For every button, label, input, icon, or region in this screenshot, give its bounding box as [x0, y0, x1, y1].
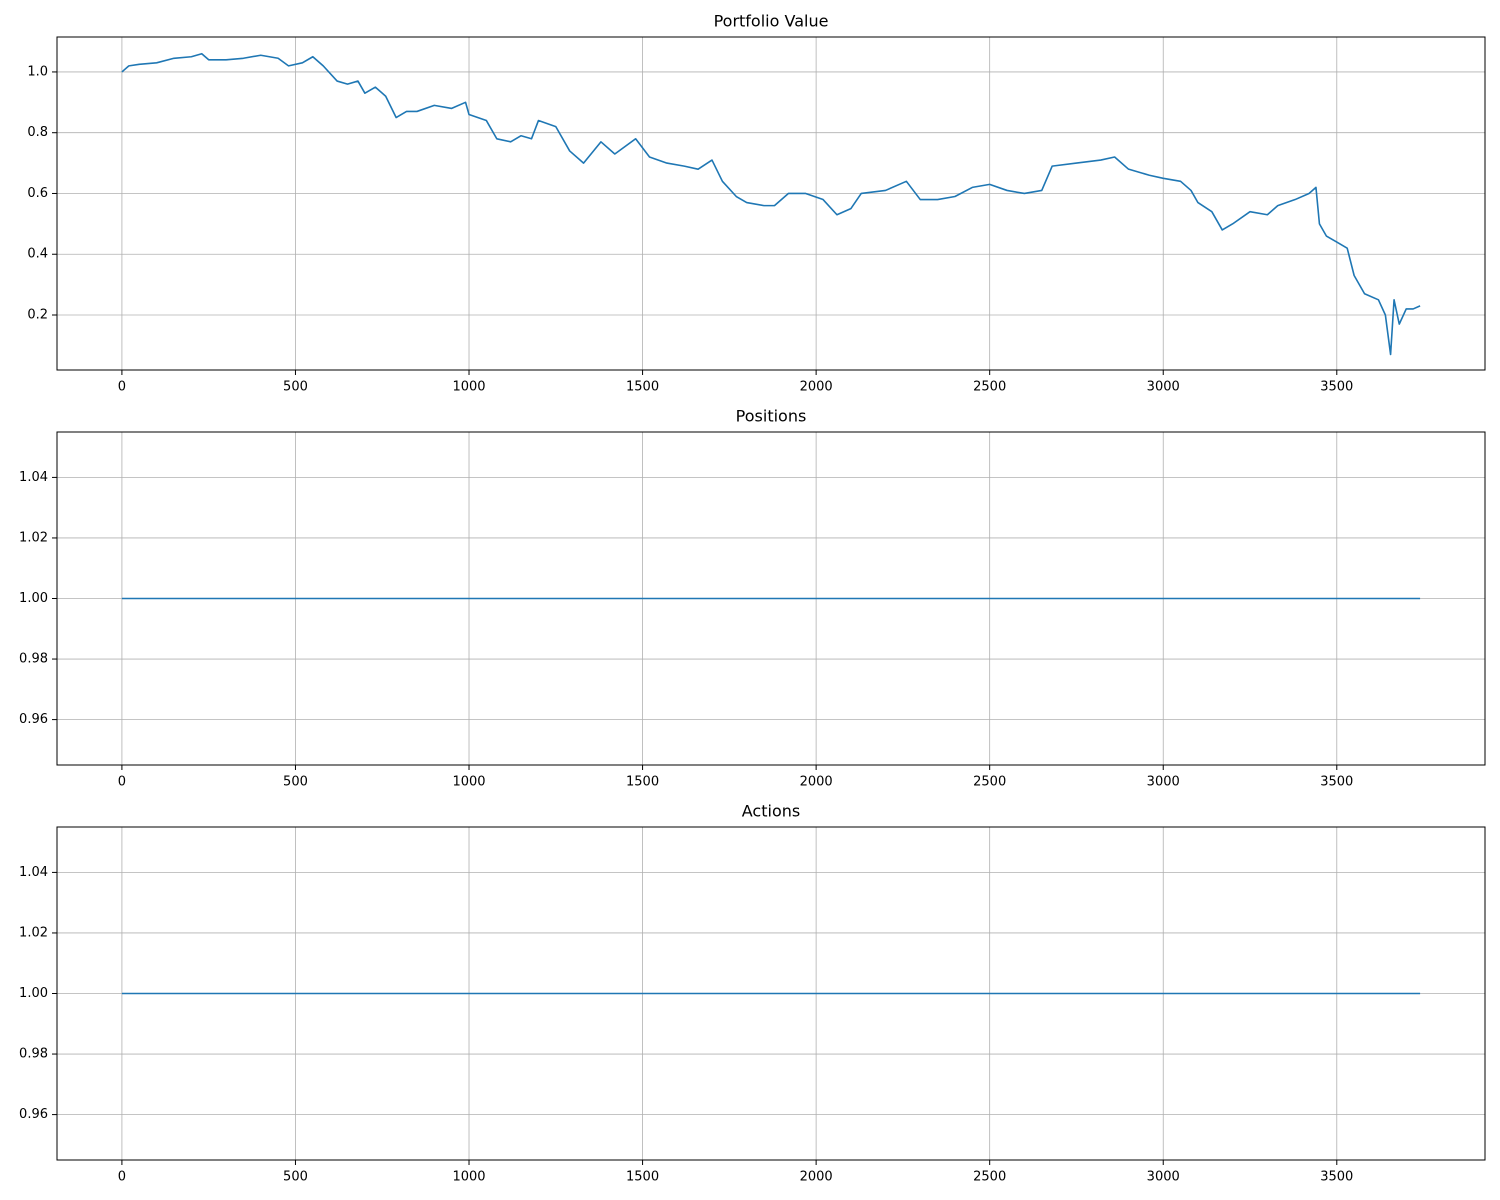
- y-tick-label: 1.00: [19, 986, 48, 1001]
- x-tick-label: 3000: [1147, 380, 1180, 395]
- x-tick-label: 0: [118, 1170, 126, 1185]
- y-tick-label: 1.02: [19, 925, 48, 940]
- chart-title: Positions: [736, 407, 807, 426]
- x-tick-label: 0: [118, 380, 126, 395]
- x-tick-label: 3500: [1320, 1170, 1353, 1185]
- y-tick-label: 1.02: [19, 530, 48, 545]
- y-tick-label: 1.0: [27, 64, 48, 79]
- y-tick-label: 1.00: [19, 591, 48, 606]
- data-line: [121, 52, 1421, 356]
- x-tick-label: 1500: [626, 775, 659, 790]
- axes-frame: [56, 431, 1486, 766]
- chart-title: Actions: [742, 802, 800, 821]
- x-tick-label: 3000: [1147, 1170, 1180, 1185]
- x-tick-label: 0: [118, 775, 126, 790]
- y-tick-label: 0.98: [19, 652, 48, 667]
- x-tick-label: 1000: [452, 775, 485, 790]
- x-tick-label: 2500: [973, 380, 1006, 395]
- y-tick-label: 0.98: [19, 1047, 48, 1062]
- x-tick-label: 2000: [800, 380, 833, 395]
- x-tick-label: 500: [283, 380, 308, 395]
- y-tick-label: 0.6: [27, 186, 48, 201]
- chart-title: Portfolio Value: [714, 12, 829, 31]
- y-tick-label: 0.96: [19, 1107, 48, 1122]
- y-tick-label: 0.4: [27, 247, 48, 262]
- x-tick-label: 3500: [1320, 775, 1353, 790]
- x-tick-label: 2500: [973, 775, 1006, 790]
- x-tick-label: 500: [283, 775, 308, 790]
- axes-frame: [56, 36, 1486, 371]
- y-tick-label: 1.04: [19, 865, 48, 880]
- x-tick-label: 1000: [452, 380, 485, 395]
- axes-frame: [56, 826, 1486, 1161]
- x-tick-label: 2000: [800, 1170, 833, 1185]
- x-tick-label: 1000: [452, 1170, 485, 1185]
- x-tick-label: 3000: [1147, 775, 1180, 790]
- y-tick-label: 0.8: [27, 125, 48, 140]
- x-tick-label: 2500: [973, 1170, 1006, 1185]
- x-tick-label: 500: [283, 1170, 308, 1185]
- x-tick-label: 1500: [626, 1170, 659, 1185]
- y-tick-label: 0.96: [19, 712, 48, 727]
- x-tick-label: 2000: [800, 775, 833, 790]
- y-tick-label: 1.04: [19, 470, 48, 485]
- x-tick-label: 1500: [626, 380, 659, 395]
- y-tick-label: 0.2: [27, 308, 48, 323]
- x-tick-label: 3500: [1320, 380, 1353, 395]
